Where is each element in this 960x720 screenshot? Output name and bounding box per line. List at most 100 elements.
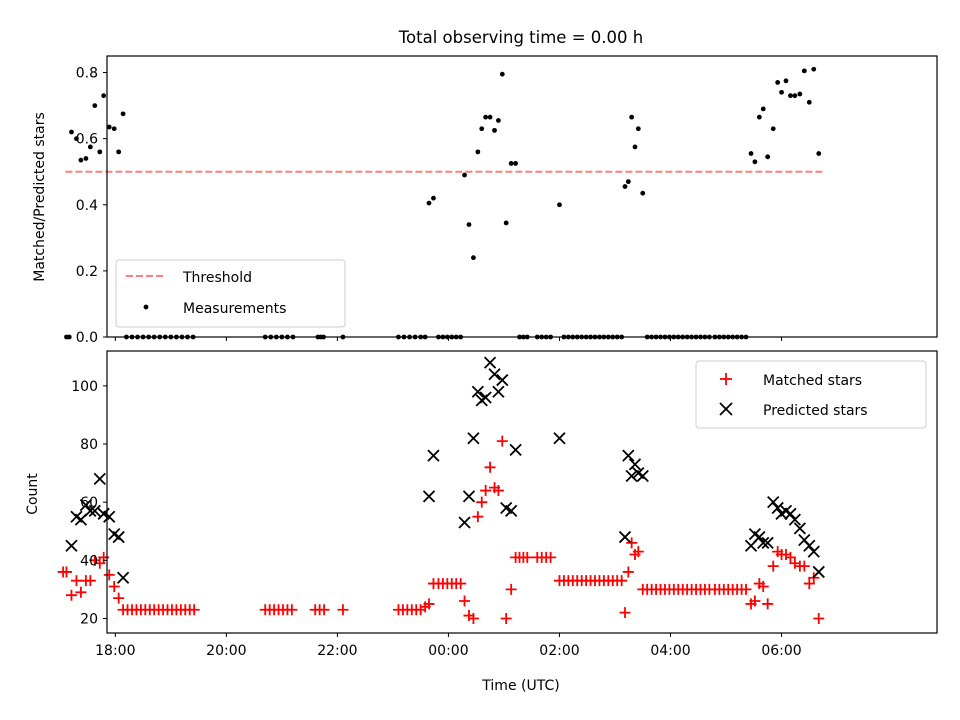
ratio-legend-box <box>115 259 346 328</box>
predicted-star-point <box>458 516 471 529</box>
matched-star-point <box>500 612 512 624</box>
measurement-point <box>752 159 758 165</box>
measurement-point <box>87 144 93 150</box>
predicted-star-point <box>79 498 93 512</box>
matched-star-point <box>626 537 638 549</box>
measurement-point <box>557 202 562 208</box>
measurement-point <box>120 111 126 117</box>
ratio-y-axis-label: Matched/Predicted stars <box>32 112 48 282</box>
predicted-star-point <box>636 469 649 483</box>
predicted-star-point <box>788 513 802 526</box>
measurement-point <box>66 334 72 340</box>
measurement-point <box>97 149 103 155</box>
predicted-star-point <box>483 356 497 369</box>
matched-star-point <box>740 583 752 595</box>
measurement-point <box>629 114 635 120</box>
count-legend-box <box>695 360 927 429</box>
measurement-point <box>640 190 646 196</box>
predicted-star-point <box>622 449 635 462</box>
matched-star-point <box>484 461 496 473</box>
matched-star-point <box>75 586 87 598</box>
measurement-point <box>69 129 74 135</box>
measurement-point <box>101 93 107 99</box>
predicted-star-point <box>103 510 116 523</box>
predicted-star-point <box>618 530 632 544</box>
predicted-legend-label: Predicted stars <box>763 403 868 419</box>
predicted-star-point <box>462 490 476 503</box>
matched-star-point <box>798 560 810 572</box>
measurements-legend-swatch <box>143 304 149 310</box>
measurement-point <box>792 93 798 99</box>
matched-star-point <box>337 604 349 616</box>
matched-star-point <box>616 575 628 587</box>
y-tick-label: 0.4 <box>76 198 98 214</box>
matched-star-point <box>108 580 120 592</box>
predicted-star-point <box>757 536 770 550</box>
measurement-point <box>503 220 509 226</box>
measurement-point <box>783 78 789 84</box>
matched-star-point <box>472 511 484 523</box>
matched-star-point <box>505 583 517 595</box>
measurement-point <box>106 124 112 130</box>
measurement-point <box>513 161 519 166</box>
matched-star-point <box>757 580 769 592</box>
predicted-star-point <box>496 373 509 387</box>
measurements-legend-label: Measurements <box>183 301 286 317</box>
matched-star-point <box>467 612 479 624</box>
x-tick-label: 20:00 <box>206 643 246 659</box>
predicted-legend-swatch <box>719 402 733 416</box>
x-tick-label: 18:00 <box>95 643 135 659</box>
measurement-point <box>471 255 476 261</box>
matched-legend-swatch <box>720 373 732 385</box>
measurement-point <box>111 126 117 132</box>
matched-star-point <box>94 557 106 569</box>
predicted-star-point <box>761 536 774 550</box>
measurement-point <box>475 149 481 155</box>
chart-title: Total observing time = 0.00 h <box>398 28 643 47</box>
predicted-star-point <box>488 368 501 381</box>
predicted-star-point <box>479 391 492 404</box>
predicted-star-point <box>84 504 97 518</box>
predicted-star-point <box>427 449 440 462</box>
measurement-point <box>748 151 754 156</box>
y-tick-label: 60 <box>80 495 98 511</box>
predicted-star-point <box>492 385 505 398</box>
x-axis-label: Time (UTC) <box>481 678 559 694</box>
matched-star-point <box>70 575 82 587</box>
matched-star-point <box>65 589 77 601</box>
x-tick-label: 02:00 <box>539 643 579 659</box>
y-tick-label: 100 <box>71 379 98 395</box>
measurement-point <box>625 179 631 185</box>
measurement-point <box>496 118 501 123</box>
matched-star-point <box>480 485 492 497</box>
measurement-point <box>801 68 807 74</box>
matched-star-point <box>423 598 435 610</box>
matched-star-point <box>476 496 488 508</box>
matched-star-point <box>113 592 125 604</box>
matched-star-point <box>496 435 508 447</box>
measurement-point <box>479 126 485 132</box>
predicted-star-point <box>467 432 480 445</box>
y-tick-label: 20 <box>80 611 98 627</box>
predicted-star-point <box>471 385 484 398</box>
matched-legend-label: Matched stars <box>763 373 862 389</box>
measurement-point <box>816 151 822 156</box>
predicted-star-point <box>509 443 522 456</box>
measurement-point <box>116 149 122 155</box>
matched-star-point <box>784 551 796 563</box>
measurement-point <box>635 126 641 132</box>
measurement-point <box>74 136 79 142</box>
predicted-star-point <box>803 539 816 552</box>
measurement-point <box>770 126 776 132</box>
matched-star-point <box>813 612 825 624</box>
measurement-point <box>508 161 514 166</box>
matched-star-point <box>521 551 533 563</box>
matched-star-point <box>60 566 72 578</box>
matched-star-point <box>455 578 467 590</box>
y-tick-label: 0.8 <box>76 66 98 82</box>
matched-star-point <box>286 604 298 616</box>
predicted-star-point <box>422 490 436 503</box>
matched-star-point <box>749 595 761 607</box>
measurement-point <box>466 222 472 228</box>
measurement-point <box>765 154 771 160</box>
